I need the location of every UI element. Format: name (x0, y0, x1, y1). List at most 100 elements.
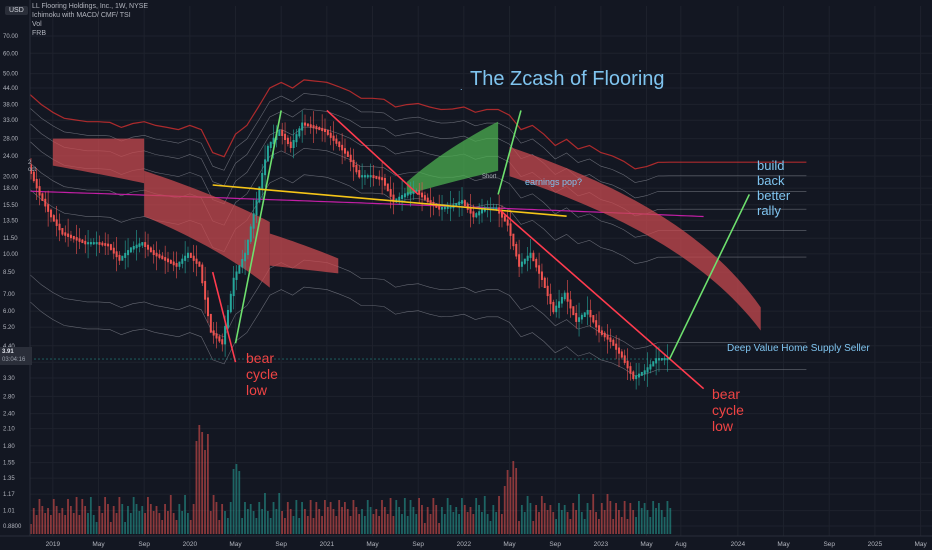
y-tick-label: 2.10 (3, 427, 15, 433)
y-tick-label: 70.00 (3, 34, 19, 40)
volume-bar (592, 494, 595, 534)
volume-bar (161, 520, 164, 534)
candle-body (295, 134, 298, 143)
y-tick-label: 6.00 (3, 309, 15, 315)
volume-bar (432, 498, 435, 534)
candle-body (386, 183, 389, 192)
volume-bar (506, 470, 509, 534)
volume-bar (87, 513, 89, 534)
volume-bar (221, 504, 224, 534)
volume-bar (409, 500, 412, 534)
candle-body (144, 242, 147, 247)
candle-body (546, 285, 549, 297)
candle-body (98, 242, 101, 245)
y-tick-label: 1.55 (3, 461, 15, 467)
annotation-pivot: 2 oct (28, 160, 37, 173)
candle-body (318, 127, 321, 131)
candle-body (167, 258, 170, 263)
volume-bar (78, 515, 81, 534)
volume-bar (452, 512, 455, 534)
volume-bar (92, 515, 95, 534)
volume-bar (552, 512, 555, 534)
volume-bar (72, 513, 75, 534)
y-tick-label: 7.00 (3, 292, 15, 298)
volume-bar (69, 506, 72, 534)
volume-bar (523, 512, 526, 534)
volume-bar (655, 508, 657, 534)
candle-body (107, 243, 110, 247)
currency-label[interactable]: USD (5, 6, 28, 15)
candle-body (147, 244, 150, 250)
x-tick-label: Sep (549, 541, 561, 548)
volume-bar (412, 507, 415, 534)
candle-body (332, 135, 335, 141)
volume-bar (343, 502, 346, 534)
volume-bar (543, 503, 546, 534)
volume-bar (635, 517, 637, 534)
candle-body (255, 200, 258, 216)
indicator-frb[interactable]: FRB (32, 30, 46, 37)
volume-bar (455, 507, 458, 534)
candle-body (315, 126, 318, 130)
candle-body (104, 243, 107, 246)
candle-body (401, 195, 404, 199)
candle-body (358, 170, 361, 178)
volume-bar (30, 524, 32, 534)
indicator-vol[interactable]: Vol (32, 21, 42, 28)
volume-bar (241, 518, 244, 534)
candle-body (352, 159, 355, 168)
volume-bar (509, 477, 512, 534)
volume-bar (75, 497, 78, 534)
candle-body (132, 245, 135, 250)
candle-body (226, 309, 229, 329)
volume-bar (167, 511, 169, 534)
candle-body (418, 190, 421, 195)
volume-bar (321, 516, 323, 534)
x-tick-label: May (503, 541, 516, 548)
volume-bar (175, 520, 178, 534)
volume-bar (426, 507, 429, 534)
time-axis-bg (0, 536, 932, 550)
volume-bar (124, 522, 126, 534)
candle-body (198, 261, 201, 267)
candle-body (189, 252, 192, 258)
candle-body (241, 259, 244, 268)
candle-body (378, 176, 381, 180)
candle-body (229, 293, 232, 313)
candle-body (158, 254, 161, 258)
candle-body (558, 301, 561, 308)
candle-body (338, 141, 341, 148)
candle-body (441, 206, 444, 210)
volume-bar (389, 498, 392, 534)
candle-body (506, 219, 509, 226)
volume-bar (423, 523, 426, 534)
candle-body (209, 313, 212, 333)
volume-bar (264, 493, 266, 534)
y-tick-label: 24.00 (3, 154, 19, 160)
volume-bar (572, 503, 575, 534)
candle-body (652, 361, 655, 367)
candle-body (657, 358, 660, 361)
volume-bar (637, 501, 640, 534)
last-price-tag: 3.91 03:04:16 (0, 347, 32, 365)
candle-body (35, 178, 38, 189)
candle-body (538, 265, 541, 274)
candle-body (312, 125, 315, 129)
candle-body (606, 335, 609, 340)
volume-bar (329, 502, 332, 534)
candle-body (375, 175, 378, 179)
candle-body (61, 228, 64, 235)
volume-bar (101, 513, 104, 534)
volume-bar (461, 498, 463, 534)
volume-bar (589, 510, 592, 534)
volume-bar (112, 506, 115, 534)
indicator-ichimoku[interactable]: Ichimoku with MACD/ CMF/ TSI (32, 12, 131, 19)
candle-body (512, 233, 515, 247)
volume-bar (475, 498, 478, 534)
candle-body (618, 347, 621, 354)
trend-line (326, 109, 419, 196)
candle-body (615, 343, 618, 350)
candle-body (392, 194, 395, 203)
volume-bar (378, 516, 381, 534)
